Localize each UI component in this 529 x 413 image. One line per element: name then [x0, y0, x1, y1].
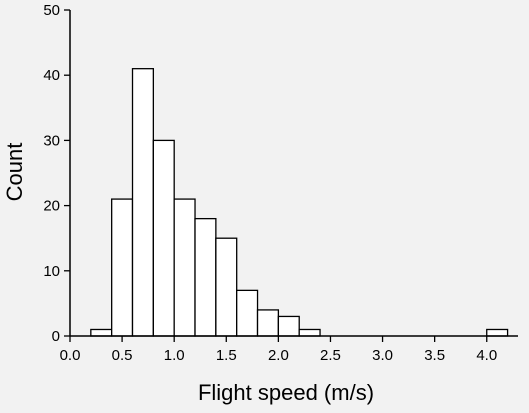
y-tick-label: 0: [52, 328, 60, 345]
y-tick-label: 40: [43, 67, 60, 84]
histogram-bar: [194, 217, 217, 337]
ticks-group: 0.0 0.5 1.0 1.5 2.0 2.5 3.0 3.5 4.0 0 10 20 30 40 50: [43, 2, 497, 364]
x-tick-label: 1.0: [164, 347, 185, 364]
x-tick-label: 2.0: [268, 347, 289, 364]
x-axis-title: Flight speed (m/s): [198, 380, 374, 405]
histogram-bar: [277, 315, 300, 337]
y-tick-label: 20: [43, 198, 60, 215]
histogram-bar: [131, 68, 154, 337]
histogram-bar: [486, 328, 509, 337]
histogram-bar: [298, 328, 321, 337]
histogram-bar: [215, 237, 238, 337]
y-tick-label: 50: [43, 2, 60, 19]
y-tick-label: 10: [43, 263, 60, 280]
y-axis-title: Count: [2, 143, 27, 202]
histogram-bar: [256, 309, 280, 337]
histogram-bar: [236, 289, 259, 337]
x-tick-label: 4.0: [476, 347, 497, 364]
histogram-bar: [111, 198, 134, 337]
x-tick-label: 3.5: [424, 347, 445, 364]
x-tick-label: 3.0: [372, 347, 393, 364]
histogram-bar: [152, 139, 175, 337]
x-tick-label: 1.5: [216, 347, 237, 364]
histogram-bar: [173, 198, 196, 337]
x-tick-label: 2.5: [320, 347, 341, 364]
histogram-bar: [90, 328, 113, 337]
x-tick-label: 0.5: [112, 347, 133, 364]
axes-group: [69, 10, 518, 337]
y-tick-label: 30: [43, 132, 60, 149]
bars-group: [90, 68, 509, 337]
x-tick-label: 0.0: [60, 347, 81, 364]
